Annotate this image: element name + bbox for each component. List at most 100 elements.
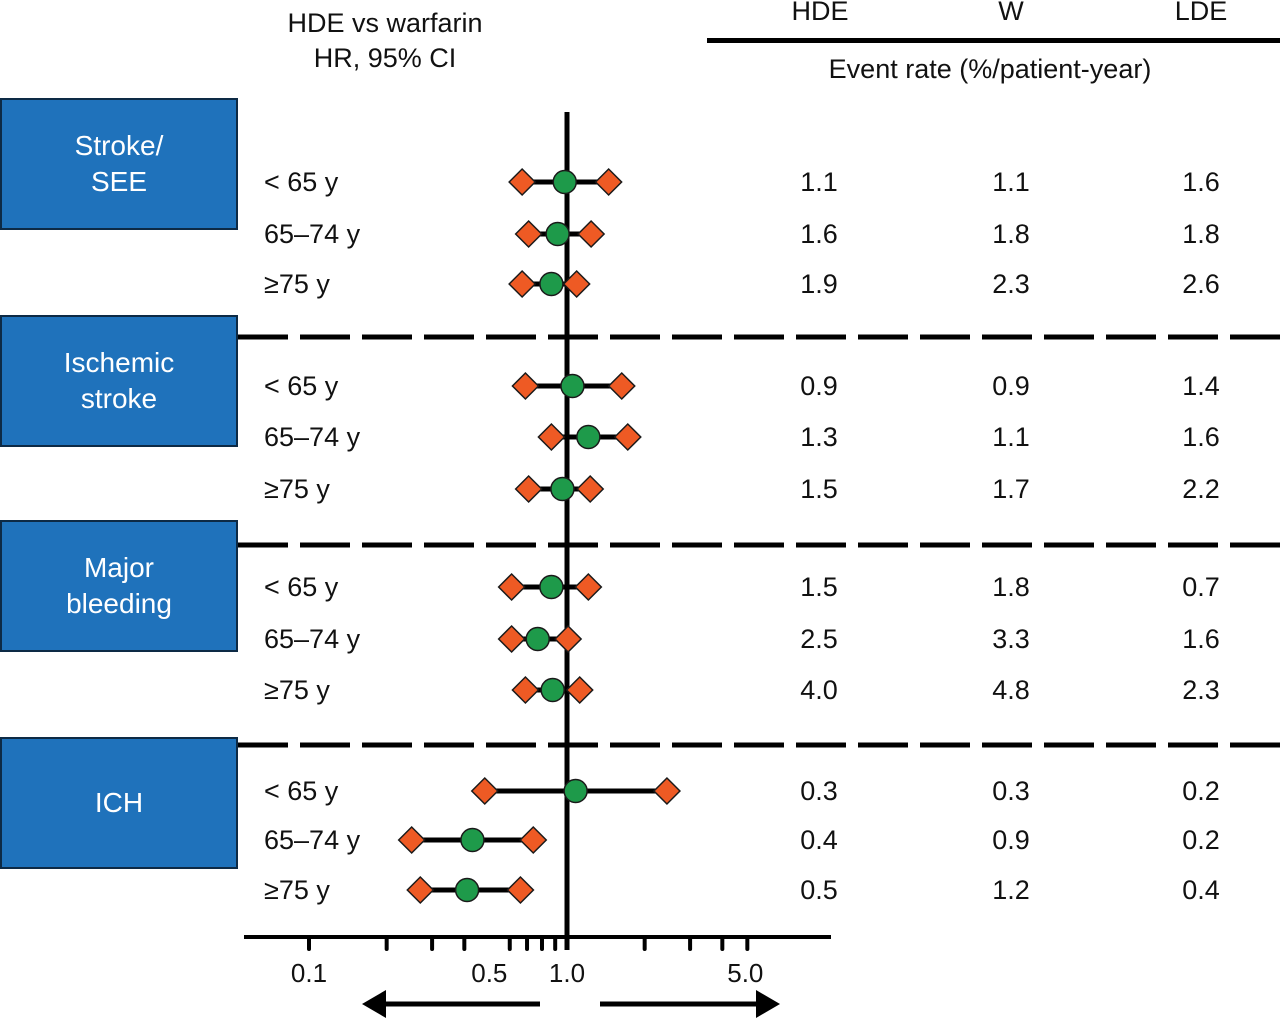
row-label: ≥75 y <box>264 269 330 299</box>
hr-point <box>540 677 565 703</box>
rate-hde: 1.5 <box>800 572 838 602</box>
rate-lde: 1.8 <box>1182 219 1220 249</box>
rate-lde: 0.2 <box>1182 825 1220 855</box>
row-label: < 65 y <box>264 572 339 602</box>
category-box-major-bleeding: Major bleeding <box>0 520 238 652</box>
row-label: 65–74 y <box>264 624 361 654</box>
hr-point <box>563 778 588 804</box>
x-tick-label: 0.1 <box>290 958 328 988</box>
ci-lower-marker <box>406 875 435 905</box>
rate-w: 2.3 <box>992 269 1030 299</box>
rate-lde: 1.6 <box>1182 167 1220 197</box>
hr-title-line2: HR, 95% CI <box>313 43 457 73</box>
category-label: Stroke/ SEE <box>74 130 164 197</box>
ci-lower-marker <box>397 825 426 855</box>
rate-w: 4.8 <box>992 675 1030 705</box>
ci-upper-marker <box>554 624 583 654</box>
column-header-w: W <box>998 0 1024 26</box>
rate-w: 1.7 <box>992 474 1030 504</box>
row-label: ≥75 y <box>264 675 330 705</box>
row-label: ≥75 y <box>264 875 330 905</box>
ci-lower-marker <box>470 776 499 806</box>
rate-lde: 0.7 <box>1182 572 1220 602</box>
rate-lde: 1.4 <box>1182 371 1220 401</box>
rate-lde: 1.6 <box>1182 422 1220 452</box>
rate-w: 1.8 <box>992 219 1030 249</box>
rate-w: 0.9 <box>992 371 1030 401</box>
row-label: 65–74 y <box>264 825 361 855</box>
rate-hde: 4.0 <box>800 675 838 705</box>
ci-lower-marker <box>514 474 543 504</box>
x-tick-label: 5.0 <box>727 958 764 988</box>
hr-point <box>525 626 550 652</box>
header-rule <box>707 38 1280 43</box>
hr-point <box>539 574 564 600</box>
ci-upper-marker <box>577 219 606 249</box>
ci-upper-marker <box>652 776 682 806</box>
rate-hde: 0.9 <box>800 371 838 401</box>
rate-lde: 2.6 <box>1182 269 1220 299</box>
category-label: Ischemic stroke <box>63 347 175 414</box>
column-header-lde: LDE <box>1174 0 1228 26</box>
category-box-stroke-see: Stroke/ SEE <box>0 98 238 230</box>
rate-lde: 2.2 <box>1182 474 1220 504</box>
hr-point <box>550 476 575 502</box>
hr-point <box>539 271 564 297</box>
ci-upper-marker <box>576 474 605 504</box>
rate-lde: 0.4 <box>1182 875 1220 905</box>
rate-hde: 1.3 <box>800 422 838 452</box>
category-label: ICH <box>94 787 144 818</box>
row-label: 65–74 y <box>264 219 361 249</box>
ci-upper-marker <box>574 572 603 602</box>
ci-upper-marker <box>519 825 548 855</box>
rate-w: 1.1 <box>992 422 1030 452</box>
column-header-hde: HDE <box>791 0 849 26</box>
rate-w: 3.3 <box>992 624 1030 654</box>
arrow-left-head <box>362 990 386 1018</box>
rate-w: 1.8 <box>992 572 1030 602</box>
rate-hde: 1.5 <box>800 474 838 504</box>
rate-w: 0.3 <box>992 776 1030 806</box>
rate-lde: 0.2 <box>1182 776 1220 806</box>
row-label: < 65 y <box>264 776 339 806</box>
row-label: ≥75 y <box>264 474 330 504</box>
ci-lower-marker <box>508 269 537 299</box>
ci-lower-marker <box>537 422 566 452</box>
hr-point <box>460 827 485 853</box>
rate-hde: 0.5 <box>800 875 838 905</box>
rate-hde: 1.6 <box>800 219 838 249</box>
rate-w: 1.2 <box>992 875 1030 905</box>
row-label: 65–74 y <box>264 422 361 452</box>
hr-point <box>552 169 577 195</box>
category-box-ischemic-stroke: Ischemic stroke <box>0 315 238 447</box>
rate-w: 0.9 <box>992 825 1030 855</box>
arrow-right-head <box>756 990 780 1018</box>
ci-upper-marker <box>506 875 535 905</box>
hr-column-title: HDE vs warfarin HR, 95% CI <box>250 6 520 76</box>
hr-point <box>545 221 570 247</box>
ci-upper-marker <box>607 371 636 401</box>
ci-upper-marker <box>565 675 594 705</box>
ci-upper-marker <box>562 269 591 299</box>
ci-lower-marker <box>497 572 526 602</box>
ci-lower-marker <box>514 219 543 249</box>
ci-lower-marker <box>508 167 537 197</box>
category-label: Major bleeding <box>66 552 172 619</box>
rate-hde: 1.9 <box>800 269 838 299</box>
rate-lde: 2.3 <box>1182 675 1220 705</box>
rate-hde: 2.5 <box>800 624 838 654</box>
rate-hde: 1.1 <box>800 167 838 197</box>
rate-hde: 0.3 <box>800 776 838 806</box>
hr-title-line1: HDE vs warfarin <box>287 8 483 38</box>
ci-upper-marker <box>594 167 623 197</box>
row-label: < 65 y <box>264 371 339 401</box>
category-box-ich: ICH <box>0 737 238 869</box>
ci-lower-marker <box>511 371 540 401</box>
hr-point <box>576 424 601 450</box>
hr-point <box>454 877 480 903</box>
x-tick-label: 1.0 <box>548 958 586 988</box>
event-rate-title: Event rate (%/patient-year) <box>828 54 1152 84</box>
hr-point <box>560 373 585 399</box>
ci-lower-marker <box>511 675 540 705</box>
